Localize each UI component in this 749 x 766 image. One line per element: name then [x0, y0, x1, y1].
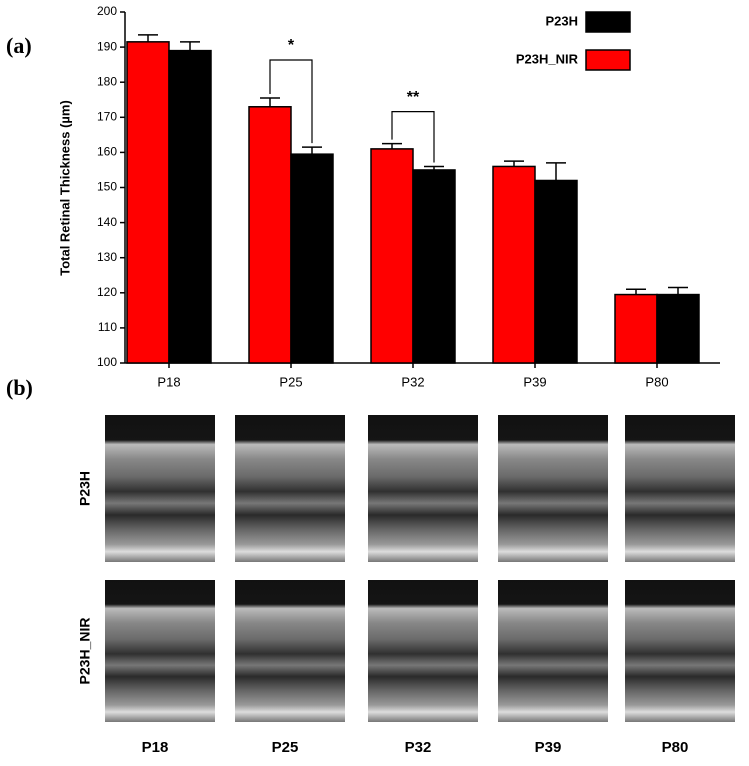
- retina-image: [235, 415, 345, 562]
- retina-image: [625, 415, 735, 562]
- legend-label: P23H_NIR: [516, 51, 579, 66]
- y-tick-label: 110: [98, 320, 117, 334]
- panel-label: (a): [6, 33, 32, 58]
- y-tick-label: 140: [97, 215, 117, 229]
- retina-image: [105, 415, 215, 562]
- x-tick-label: P39: [523, 374, 546, 389]
- error-bar: [626, 288, 646, 295]
- y-tick-label: 100: [97, 355, 117, 369]
- bar: [656, 293, 700, 364]
- bar: [248, 106, 292, 364]
- retina-image: [498, 580, 608, 722]
- x-tick-label: P80: [645, 374, 668, 389]
- retina-image: [368, 415, 478, 562]
- bar: [412, 169, 456, 364]
- error-bar: [180, 41, 200, 51]
- bar: [126, 41, 170, 364]
- significance-bracket: [269, 59, 313, 144]
- error-bar: [138, 34, 158, 42]
- legend-swatch: [585, 49, 631, 71]
- error-bar: [302, 146, 322, 155]
- error-bar: [546, 162, 566, 181]
- y-tick-label: 160: [97, 145, 117, 159]
- retina-image: [105, 580, 215, 722]
- column-label: P25: [272, 739, 299, 756]
- column-label: P18: [142, 739, 169, 756]
- error-bar: [424, 165, 444, 170]
- legend-label: P23H: [545, 13, 578, 28]
- significance-label: **: [407, 89, 420, 106]
- x-tick-label: P18: [157, 374, 180, 389]
- error-bar: [382, 142, 402, 149]
- y-tick-label: 190: [97, 39, 117, 53]
- column-label: P32: [405, 739, 432, 756]
- significance-label: *: [288, 37, 295, 54]
- x-tick-label: P32: [401, 374, 424, 389]
- y-axis-label: Total Retinal Thickness (µm): [57, 100, 72, 276]
- y-tick-label: 170: [97, 109, 117, 123]
- column-label: P39: [535, 739, 562, 756]
- row-label: P23H_NIR: [77, 618, 93, 685]
- bar: [370, 148, 414, 364]
- retina-image: [368, 580, 478, 722]
- error-bar: [260, 97, 280, 107]
- retina-image: [625, 580, 735, 722]
- error-bar: [668, 286, 688, 295]
- legend-swatch: [585, 11, 631, 33]
- error-bar: [504, 160, 524, 167]
- bar: [614, 293, 658, 364]
- significance-bracket: [391, 111, 435, 163]
- retina-image: [235, 580, 345, 722]
- row-label: P23H: [77, 471, 93, 506]
- bar: [534, 179, 578, 364]
- panel-label: (b): [6, 375, 33, 400]
- y-tick-label: 120: [97, 285, 117, 299]
- y-tick-label: 150: [97, 180, 117, 194]
- y-tick-label: 180: [97, 74, 117, 88]
- retina-image: [498, 415, 608, 562]
- bar: [290, 153, 334, 364]
- y-tick-label: 130: [97, 250, 117, 264]
- bar: [492, 165, 536, 364]
- bar: [168, 49, 212, 364]
- y-tick-label: 200: [97, 4, 117, 18]
- column-label: P80: [662, 739, 689, 756]
- x-tick-label: P25: [279, 374, 302, 389]
